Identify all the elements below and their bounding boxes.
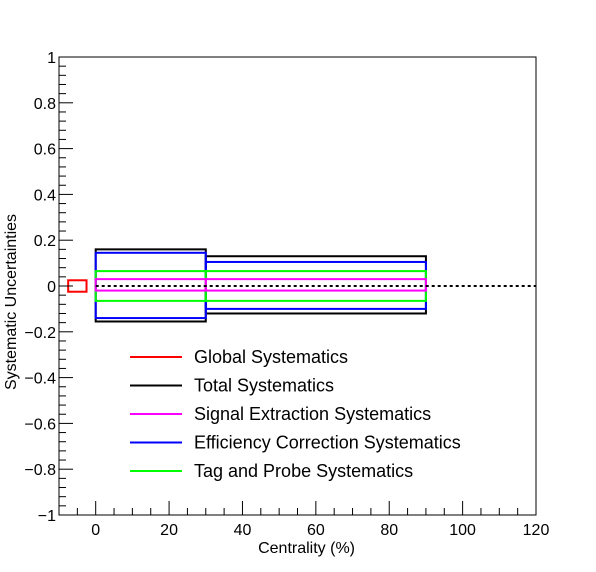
- x-tick-label: 80: [380, 522, 398, 539]
- x-axis-title: Centrality (%): [258, 540, 355, 557]
- y-axis-title: Systematic Uncertainties: [3, 214, 20, 390]
- legend-entry: Total Systematics: [194, 376, 334, 396]
- legend-entry: Tag and Probe Systematics: [194, 461, 413, 481]
- y-tick-label: 0.2: [34, 233, 56, 250]
- x-tick-label: 0: [91, 522, 100, 539]
- y-tick-label: −0.2: [24, 325, 56, 342]
- x-tick-label: 40: [234, 522, 252, 539]
- y-tick-label: −0.8: [24, 462, 56, 479]
- x-tick-label: 60: [307, 522, 325, 539]
- y-tick-label: 1: [47, 50, 56, 67]
- y-tick-label: 0.4: [34, 187, 56, 204]
- x-tick-label: 100: [449, 522, 476, 539]
- y-tick-label: −0.4: [24, 371, 56, 388]
- legend-entry: Global Systematics: [194, 347, 348, 367]
- legend-entry: Efficiency Correction Systematics: [194, 433, 461, 453]
- y-tick-label: −1: [38, 508, 56, 525]
- y-tick-label: 0: [47, 279, 56, 296]
- legend-entry: Signal Extraction Systematics: [194, 404, 431, 424]
- x-tick-label: 20: [160, 522, 178, 539]
- x-tick-label: 120: [523, 522, 550, 539]
- y-tick-label: 0.6: [34, 142, 56, 159]
- y-tick-label: 0.8: [34, 96, 56, 113]
- y-tick-label: −0.6: [24, 416, 56, 433]
